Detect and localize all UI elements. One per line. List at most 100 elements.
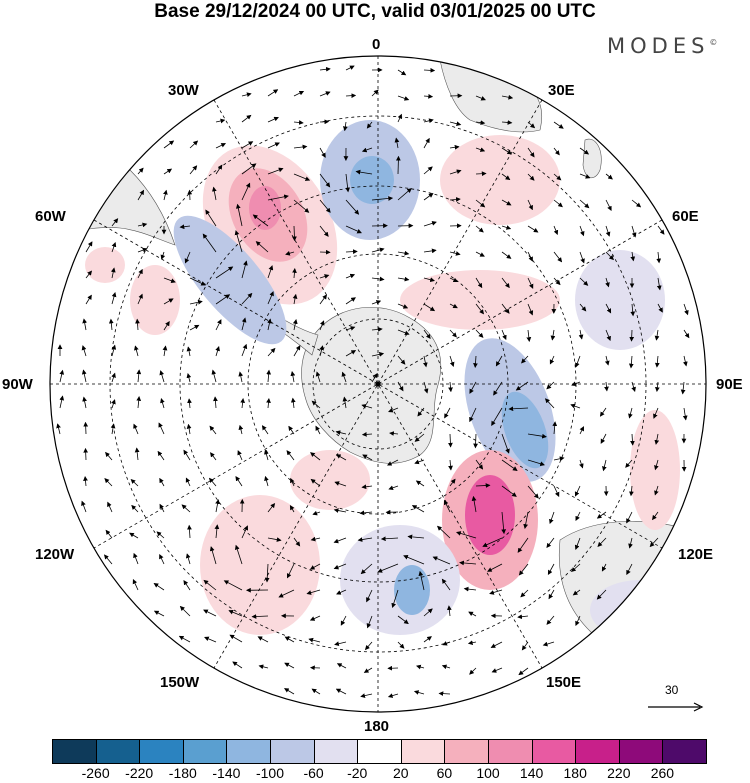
anomaly-negative-1-core <box>350 156 394 204</box>
wind-vector <box>163 277 176 283</box>
colorbar-swatch <box>95 740 140 763</box>
wind-vector <box>501 459 518 471</box>
colorbar-tick-label: -100 <box>255 765 285 781</box>
wind-vector <box>682 407 688 421</box>
wind-vector <box>293 537 301 547</box>
wind-vector <box>575 511 581 522</box>
wind-vector <box>238 424 244 435</box>
wind-vector <box>134 447 140 461</box>
wind-vector <box>306 589 321 595</box>
wind-vector <box>267 265 274 279</box>
wind-vector <box>605 173 613 180</box>
lon-label-120e: 120E <box>678 546 714 563</box>
wind-vector <box>386 459 399 466</box>
wind-vector <box>542 641 555 647</box>
wind-vector <box>553 225 559 236</box>
reference-vector-label: 30 <box>665 683 679 697</box>
wind-vector <box>518 563 529 576</box>
wind-vector <box>605 277 610 288</box>
wind-vector <box>469 381 477 394</box>
anomaly-positive-7 <box>630 410 680 530</box>
wind-vector <box>683 303 689 316</box>
wind-vector <box>523 511 529 529</box>
anomaly-negative-4-core <box>394 565 430 615</box>
wind-vector <box>183 580 191 591</box>
wind-vector <box>366 615 373 629</box>
wind-vector <box>414 433 425 442</box>
wind-vector <box>319 294 327 305</box>
wind-vector <box>423 93 434 99</box>
wind-vector <box>310 478 321 487</box>
wind-vector <box>362 454 373 461</box>
wind-vector <box>467 640 477 646</box>
wind-vector <box>423 118 434 124</box>
wind-vector <box>163 321 170 331</box>
wind-vector <box>184 251 191 264</box>
wind-vector <box>489 589 503 595</box>
wind-vector <box>345 297 356 305</box>
wind-vector <box>550 329 556 341</box>
wind-vector <box>527 199 533 211</box>
wind-vector <box>312 510 321 516</box>
wind-vector <box>135 318 140 331</box>
wind-vector <box>682 355 688 367</box>
lon-label-180: 180 <box>364 718 390 735</box>
wind-vector <box>241 182 251 201</box>
wind-vector <box>463 586 477 592</box>
wind-vector <box>284 636 295 643</box>
colorbar-swatch <box>226 740 270 763</box>
colorbar-tick-label: 260 <box>650 765 675 781</box>
wind-vector <box>397 355 406 365</box>
wind-vector <box>210 452 217 461</box>
wind-vector <box>629 485 634 497</box>
wind-vector <box>290 477 295 487</box>
wind-vector <box>501 303 510 314</box>
wind-vector <box>446 605 452 617</box>
wind-vector <box>228 609 243 617</box>
latitude-circle <box>179 185 577 583</box>
wind-vector <box>475 199 486 208</box>
colorbar-tick-label: -20 <box>347 765 368 781</box>
wind-vector <box>266 369 272 383</box>
wind-vector <box>475 303 484 315</box>
colorbar-swatch <box>531 740 576 763</box>
wind-vector <box>441 578 451 591</box>
wind-vector <box>553 199 563 208</box>
colorbar-swatch <box>618 740 663 763</box>
wind-vector <box>628 355 634 369</box>
wind-vector <box>179 605 191 617</box>
wind-vector <box>160 398 165 409</box>
anomaly-positive-8 <box>130 265 180 335</box>
wind-vector <box>319 173 331 188</box>
wind-vector <box>397 615 409 625</box>
colorbar-tick-label: 220 <box>607 765 631 781</box>
wind-vector <box>310 536 321 542</box>
wind-vector <box>342 121 348 132</box>
wind-vector <box>449 277 459 283</box>
wind-vector <box>579 459 584 469</box>
wind-vector <box>111 399 116 409</box>
wind-vector <box>387 693 399 698</box>
wind-vector <box>241 343 248 357</box>
wind-vector <box>319 147 326 158</box>
wind-vector <box>130 478 139 487</box>
wind-vector <box>111 292 117 305</box>
wind-vector <box>336 589 347 595</box>
wind-vector <box>345 225 362 234</box>
wind-vector <box>448 433 453 448</box>
wind-vector <box>235 203 243 227</box>
wind-vector <box>103 554 113 565</box>
colorbar-tick-label: 180 <box>563 765 587 781</box>
wind-vector <box>596 589 607 600</box>
wind-vector <box>628 537 633 549</box>
wind-vector <box>284 688 295 695</box>
wind-vector <box>631 199 642 208</box>
wind-vector <box>286 450 295 461</box>
wind-vector <box>203 579 217 591</box>
wind-vector <box>413 690 425 695</box>
wind-vector <box>628 407 633 419</box>
wind-vector <box>371 89 379 97</box>
wind-vector <box>81 345 87 357</box>
wind-vector <box>202 233 217 253</box>
